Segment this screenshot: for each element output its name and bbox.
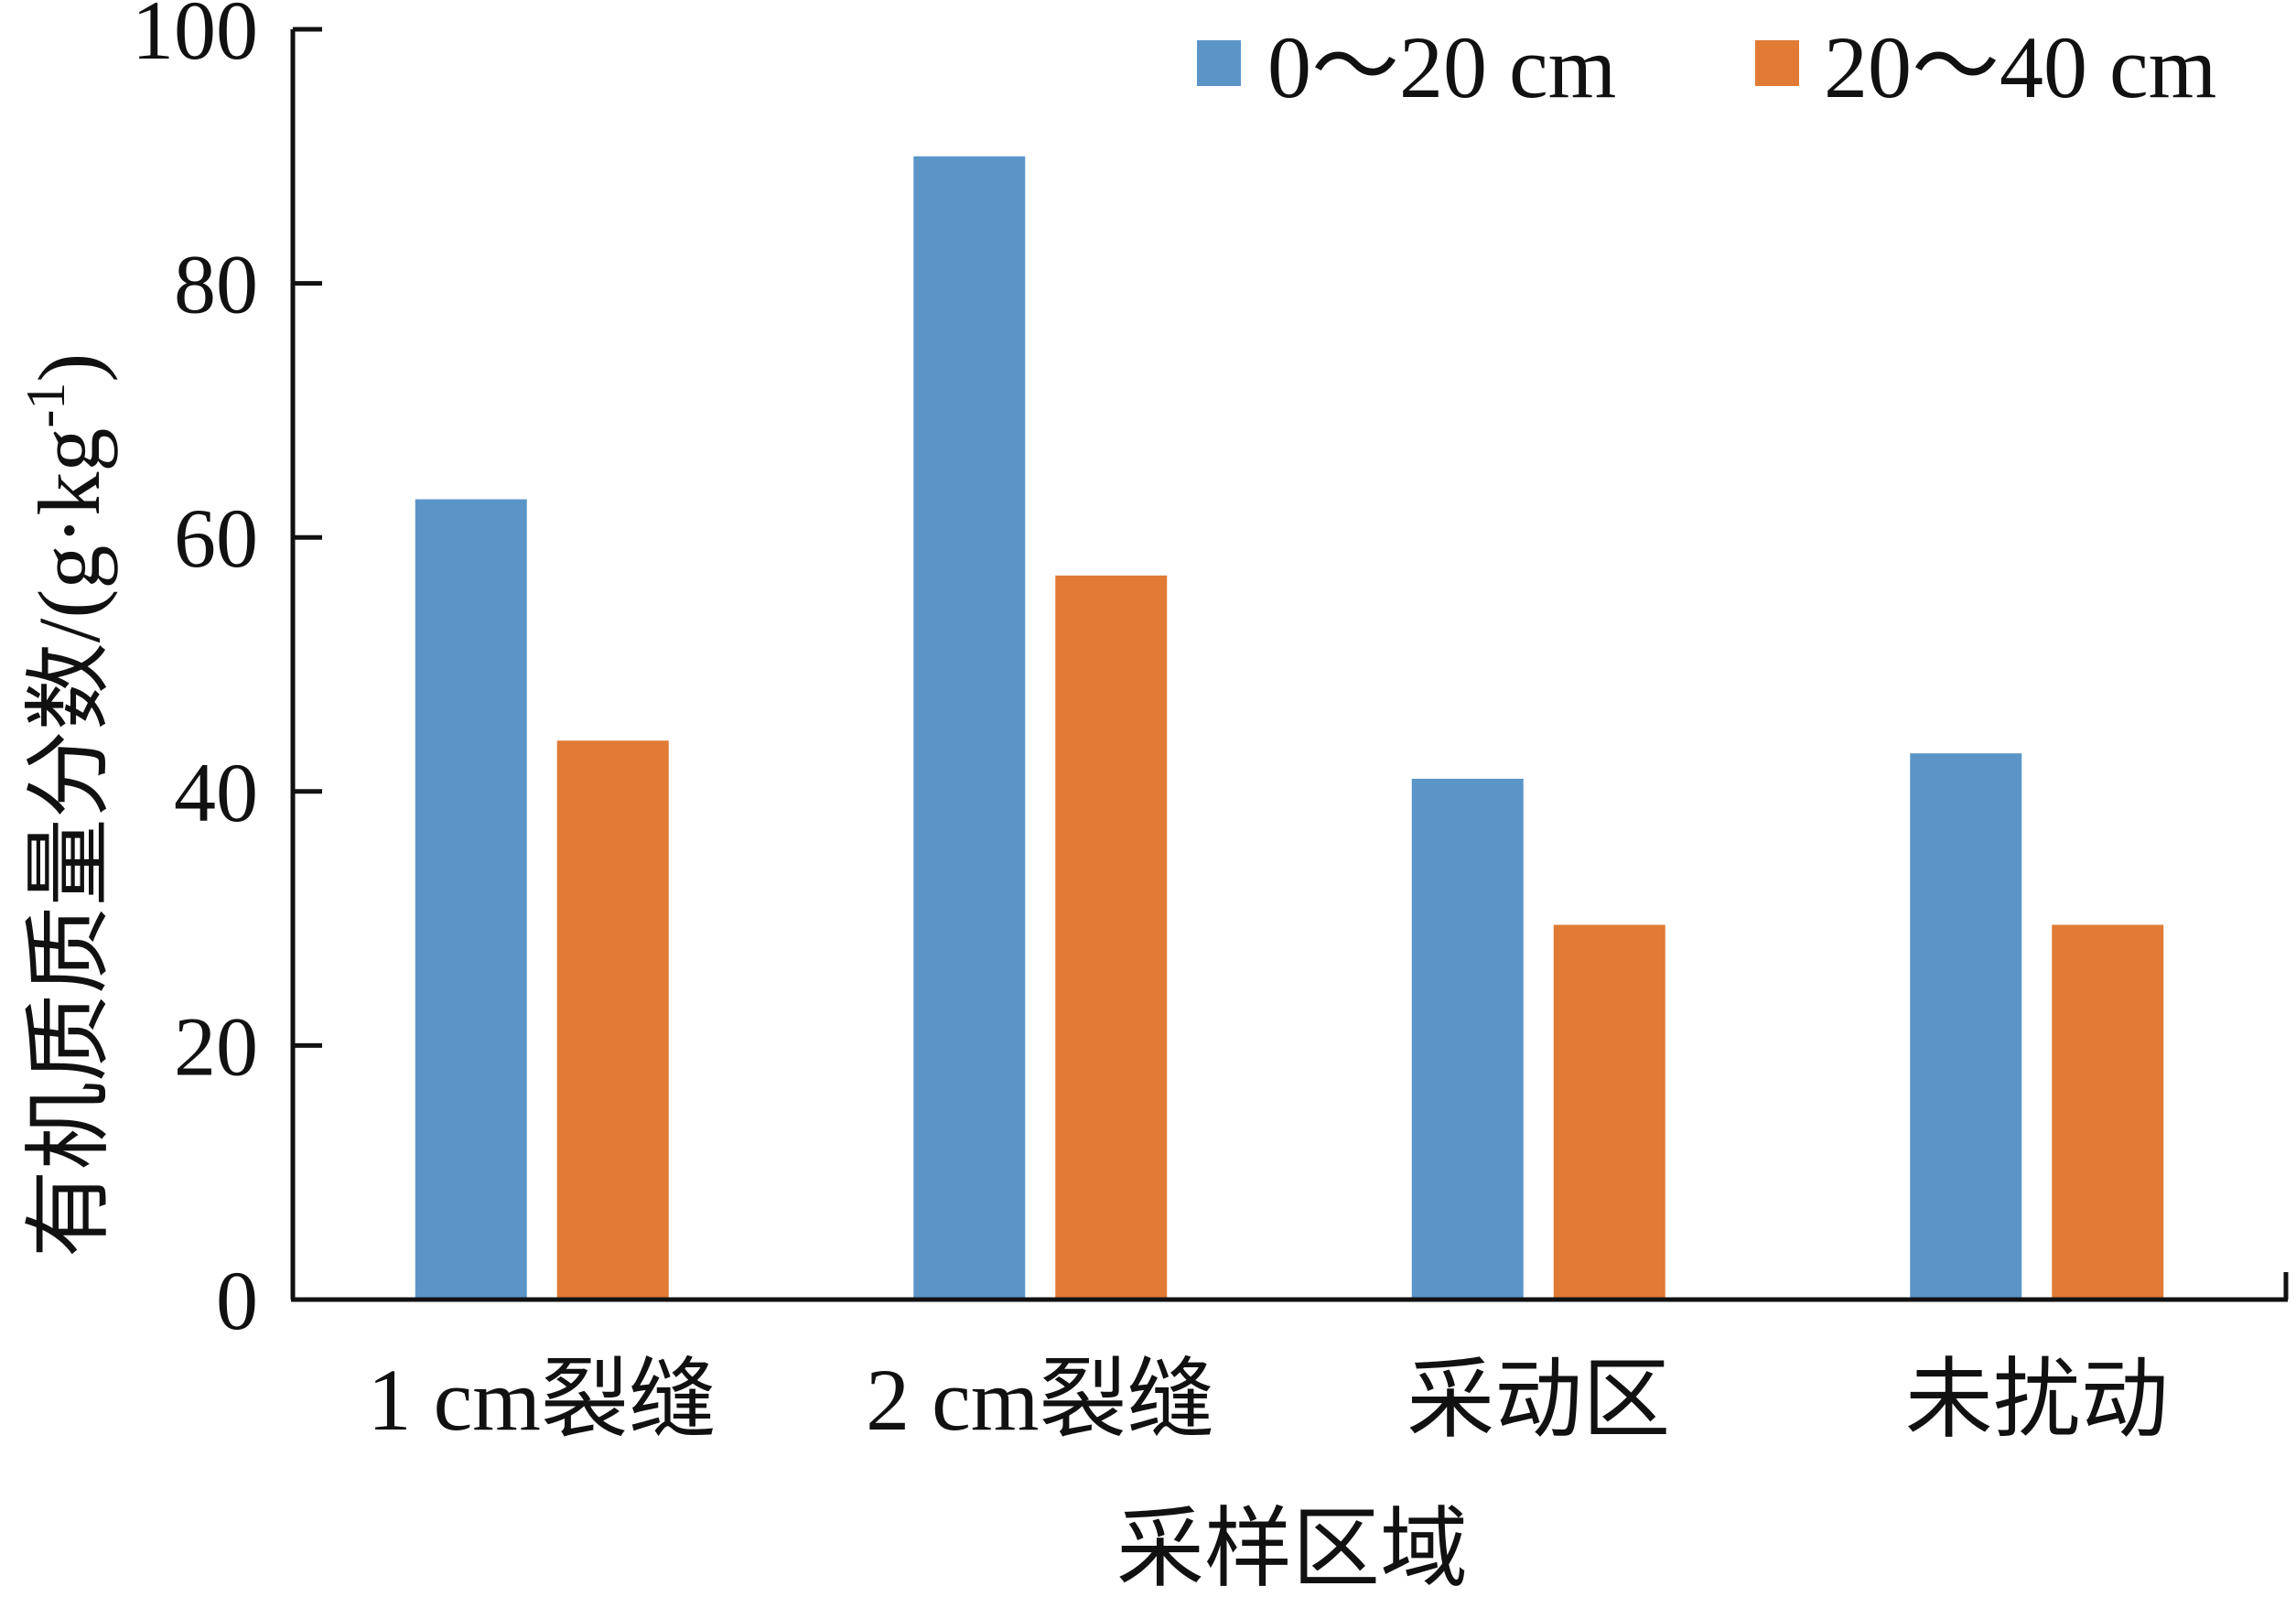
y-axis-title-close: ) bbox=[20, 353, 118, 383]
x-category-label-0: 1 cm裂缝 bbox=[368, 1351, 717, 1449]
bar-3-series-0 bbox=[1910, 753, 2022, 1300]
legend-swatch-0-20cm bbox=[1197, 40, 1241, 86]
x-category-label-3: 未扰动 bbox=[1905, 1351, 2169, 1449]
legend-swatch-20-40cm bbox=[1755, 40, 1799, 86]
x-labels-group: 1 cm裂缝 2 cm裂缝 采动区 未扰动 bbox=[368, 1351, 2169, 1449]
bar-0-series-0 bbox=[415, 499, 527, 1300]
bar-1-series-0 bbox=[913, 156, 1026, 1300]
y-ticks-group: 0 20 40 60 80 100 bbox=[132, 0, 322, 1347]
y-axis-title-main: 有机质质量分数/(g·kg bbox=[20, 428, 118, 1258]
y-tick-label-60: 60 bbox=[174, 491, 258, 585]
x-axis-title: 采样区域 bbox=[1116, 1500, 1468, 1597]
bar-1-series-1 bbox=[1055, 575, 1168, 1300]
y-axis-title-superscript: -1 bbox=[16, 383, 76, 428]
y-tick-label-40: 40 bbox=[174, 746, 258, 839]
bar-0-series-1 bbox=[556, 740, 669, 1300]
legend-label-20-40cm: 20～40 cm bbox=[1824, 18, 2216, 116]
x-category-label-1: 2 cm裂缝 bbox=[866, 1351, 1214, 1449]
bar-2-series-1 bbox=[1553, 924, 1665, 1300]
y-tick-label-20: 20 bbox=[174, 999, 258, 1093]
y-tick-label-0: 0 bbox=[216, 1254, 258, 1347]
bar-2-series-0 bbox=[1411, 778, 1524, 1300]
y-tick-label-80: 80 bbox=[174, 238, 258, 331]
y-axis-title: 有机质质量分数/(g·kg-1) bbox=[16, 353, 118, 1258]
legend-label-0-20cm: 0～20 cm bbox=[1267, 18, 1616, 116]
x-category-label-2: 采动区 bbox=[1407, 1351, 1670, 1449]
legend: 0～20 cm 20～40 cm bbox=[1197, 18, 2216, 116]
bar-3-series-1 bbox=[2052, 924, 2164, 1300]
axes-group bbox=[290, 29, 2289, 1302]
bars-group bbox=[415, 156, 2164, 1300]
y-tick-label-100: 100 bbox=[132, 0, 258, 77]
